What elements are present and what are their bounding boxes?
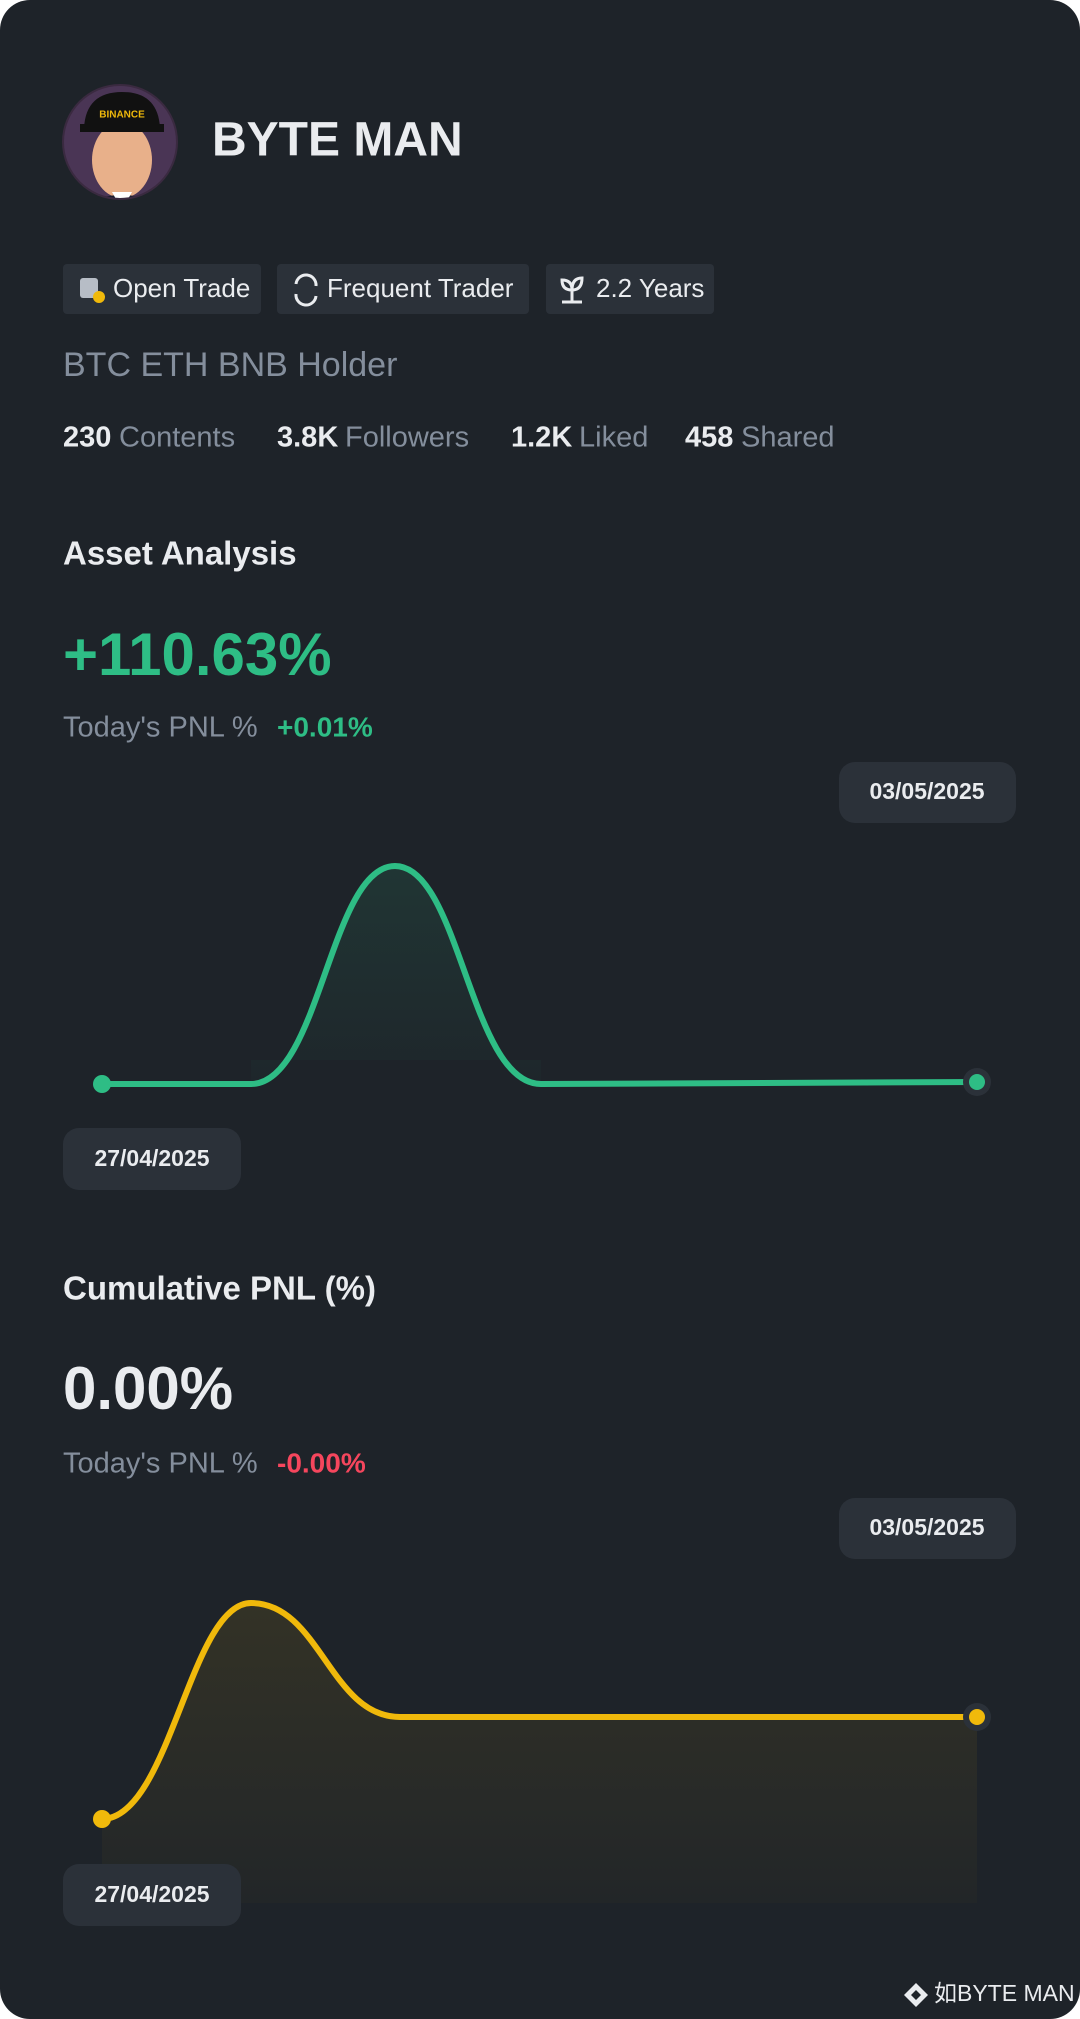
start-point <box>93 1810 111 1828</box>
end-point <box>969 1074 985 1090</box>
section-title: Cumulative PNL (%) <box>63 1270 376 1307</box>
stat-label: Shared <box>741 422 835 454</box>
line <box>101 1599 977 1822</box>
tag-icon <box>560 276 584 304</box>
bio: BTC ETH BNB Holder <box>63 346 397 384</box>
today-label: Today's PNL % <box>63 1448 258 1480</box>
end-point <box>969 1709 985 1725</box>
stat-value: 1.2K <box>511 422 572 454</box>
end-date: 03/05/2025 <box>869 778 984 804</box>
section-title: Asset Analysis <box>63 535 297 572</box>
start-point <box>93 1075 111 1093</box>
date-pill <box>63 1128 241 1190</box>
stat-label: Followers <box>345 422 469 454</box>
profile-name: BYTE MAN <box>212 114 463 167</box>
stat-value: 3.8K <box>277 422 338 454</box>
today-value: -0.00% <box>277 1447 366 1478</box>
tag: 2.2 Years <box>596 273 704 303</box>
end-date: 03/05/2025 <box>869 1514 984 1540</box>
avatar: BINANCE <box>62 84 178 200</box>
footer-text: 如BYTE MAN <box>934 1980 1075 2006</box>
today-value: +0.01% <box>277 711 373 742</box>
stat-label: Contents <box>119 422 235 454</box>
date-pill <box>63 1864 241 1926</box>
tag: Frequent Trader <box>327 273 514 303</box>
stat-value: 458 <box>685 422 733 454</box>
section-value: +110.63% <box>63 621 332 688</box>
tag-bg <box>546 264 714 314</box>
start-date: 27/04/2025 <box>94 1145 209 1171</box>
chart-1: 03/05/2025 27/04/2025 <box>63 762 1016 1190</box>
tag-bg <box>63 264 261 314</box>
today-label: Today's PNL % <box>63 712 258 744</box>
tag-icon <box>93 291 105 303</box>
date-pill <box>839 762 1016 823</box>
start-date: 27/04/2025 <box>94 1881 209 1907</box>
tag-icon <box>80 278 98 298</box>
line <box>102 862 978 1088</box>
chart-2: 03/05/2025 27/04/2025 <box>63 1498 1016 1926</box>
footer-logo <box>904 1983 928 2007</box>
stat-value: 230 <box>63 422 111 454</box>
svg-text:BINANCE: BINANCE <box>99 110 145 121</box>
tag-icon <box>294 273 318 307</box>
stat-label: Liked <box>579 422 648 454</box>
area <box>102 1603 977 1903</box>
area <box>251 866 541 1084</box>
tag: Open Trade <box>113 273 250 303</box>
date-pill <box>839 1498 1016 1559</box>
tag-bg <box>277 264 529 314</box>
section-value: 0.00% <box>63 1355 233 1422</box>
